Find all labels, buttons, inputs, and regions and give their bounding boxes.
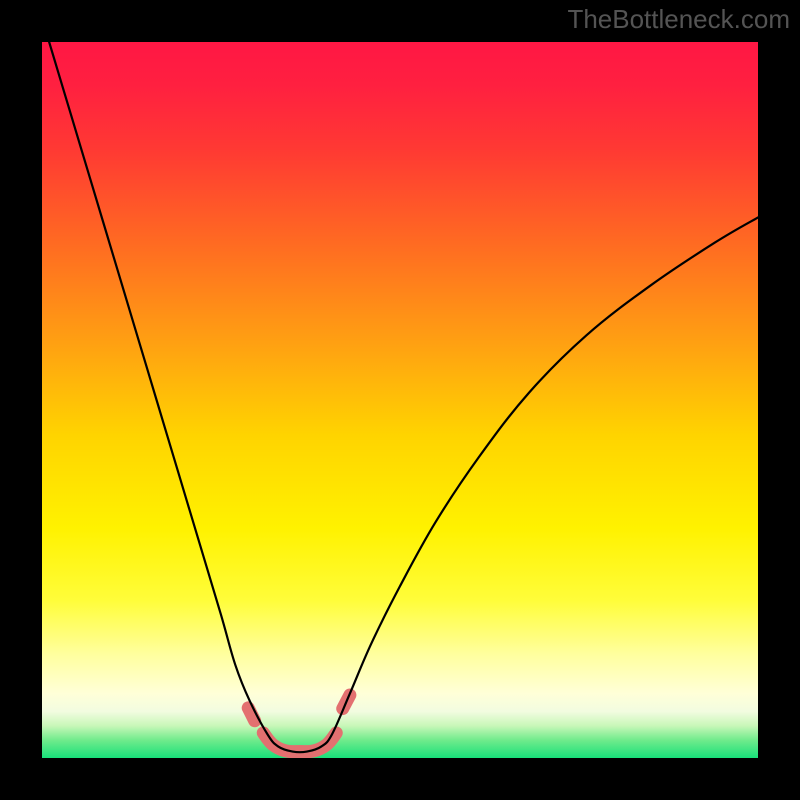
watermark-text: TheBottleneck.com xyxy=(567,4,790,35)
plot-area xyxy=(42,42,758,758)
gradient-background xyxy=(42,42,758,758)
chart-svg xyxy=(42,42,758,758)
